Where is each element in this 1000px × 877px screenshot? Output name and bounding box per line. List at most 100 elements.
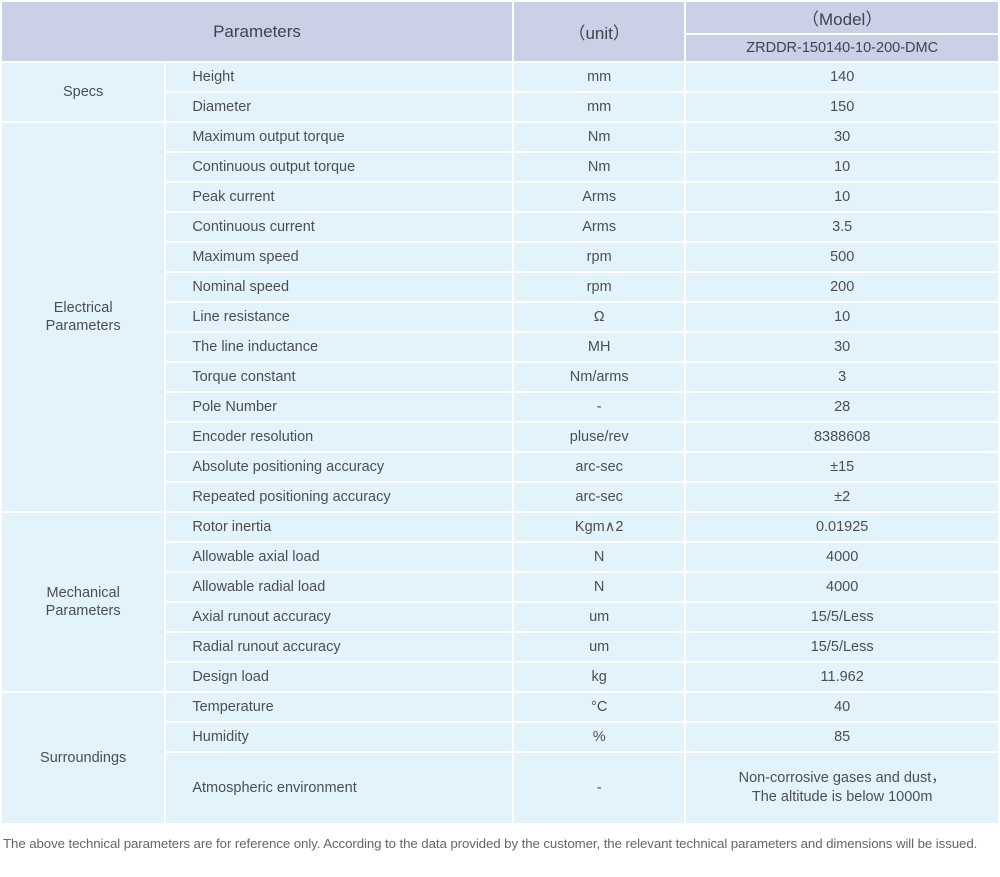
- unit-cell: Nm/arms: [514, 363, 685, 391]
- section-label-surroundings: Surroundings: [2, 693, 165, 823]
- table-row: Encoder resolution pluse/rev 8388608: [2, 423, 998, 451]
- model-number: ZRDDR-150140-10-200-DMC: [686, 35, 998, 61]
- unit-cell: N: [514, 573, 685, 601]
- value-cell: 8388608: [686, 423, 998, 451]
- table-row: Maximum speed rpm 500: [2, 243, 998, 271]
- value-cell: 28: [686, 393, 998, 421]
- value-cell: 30: [686, 333, 998, 361]
- param-name-cell: Absolute positioning accuracy: [166, 453, 512, 481]
- param-name-cell: Axial runout accuracy: [166, 603, 512, 631]
- unit-cell: arc-sec: [514, 453, 685, 481]
- unit-cell: Arms: [514, 213, 685, 241]
- value-cell: ±15: [686, 453, 998, 481]
- param-name-cell: Line resistance: [166, 303, 512, 331]
- parameters-table: Parameters （unit） （Model） ZRDDR-150140-1…: [2, 2, 998, 823]
- unit-cell: kg: [514, 663, 685, 691]
- table-row: Repeated positioning accuracy arc-sec ±2: [2, 483, 998, 511]
- unit-cell: %: [514, 723, 685, 751]
- unit-cell: pluse/rev: [514, 423, 685, 451]
- value-cell: 15/5/Less: [686, 633, 998, 661]
- value-cell: 4000: [686, 573, 998, 601]
- param-name-cell: The line inductance: [166, 333, 512, 361]
- param-name-cell: Pole Number: [166, 393, 512, 421]
- param-name-cell: Peak current: [166, 183, 512, 211]
- param-name-cell: Rotor inertia: [166, 513, 512, 541]
- table-row: Peak current Arms 10: [2, 183, 998, 211]
- unit-cell: Nm: [514, 153, 685, 181]
- table-row: Continuous output torque Nm 10: [2, 153, 998, 181]
- value-cell: 15/5/Less: [686, 603, 998, 631]
- table-header: Parameters （unit） （Model） ZRDDR-150140-1…: [2, 2, 998, 61]
- table-row: Allowable axial load N 4000: [2, 543, 998, 571]
- table-row: Specs Height mm 140: [2, 63, 998, 121]
- param-name-cell: Torque constant: [166, 363, 512, 391]
- unit-cell: Ω: [514, 303, 685, 331]
- unit-cell: rpm: [514, 243, 685, 271]
- param-name-cell: Temperature: [166, 693, 512, 721]
- param-name-cell: Radial runout accuracy: [166, 633, 512, 661]
- param-name-cell: Atmospheric environment: [166, 753, 512, 823]
- table-row: Electrical Parameters Maximum output torq…: [2, 123, 998, 511]
- value-cell: ±2: [686, 483, 998, 511]
- unit-cell: mm: [514, 93, 685, 121]
- table-row: Diameter mm 150: [2, 93, 998, 121]
- value-cell: Non-corrosive gases and dust， The altitu…: [686, 753, 998, 823]
- value-cell: 11.962: [686, 663, 998, 691]
- param-name-cell: Nominal speed: [166, 273, 512, 301]
- parameters-header: Parameters: [2, 2, 512, 61]
- unit-cell: mm: [514, 63, 685, 91]
- value-cell: 150: [686, 93, 998, 121]
- value-cell: 10: [686, 153, 998, 181]
- value-cell: 10: [686, 303, 998, 331]
- param-name-cell: Design load: [166, 663, 512, 691]
- param-name-cell: Allowable axial load: [166, 543, 512, 571]
- table-row: Design load kg 11.962: [2, 663, 998, 691]
- table-row: Pole Number -28: [2, 393, 998, 421]
- footer-note: The above technical parameters are for r…: [3, 836, 978, 851]
- unit-cell: MH: [514, 333, 685, 361]
- table-row: The line inductance MH 30: [2, 333, 998, 361]
- value-cell: 4000: [686, 543, 998, 571]
- value-cell: 40: [686, 693, 998, 721]
- table-row: Continuous current Arms 3.5: [2, 213, 998, 241]
- table-row: Humidity% 85: [2, 723, 998, 751]
- param-name-cell: Maximum output torque: [166, 123, 512, 151]
- unit-cell: arc-sec: [514, 483, 685, 511]
- unit-cell: rpm: [514, 273, 685, 301]
- param-name-cell: Continuous output torque: [166, 153, 512, 181]
- param-name-cell: Allowable radial load: [166, 573, 512, 601]
- param-name-cell: Continuous current: [166, 213, 512, 241]
- unit-cell: um: [514, 603, 685, 631]
- table-row: Axial runout accuracy um 15/5/Less: [2, 603, 998, 631]
- value-cell: 500: [686, 243, 998, 271]
- unit-cell: Arms: [514, 183, 685, 211]
- table-row: Allowable radial load N 4000: [2, 573, 998, 601]
- value-cell: 0.01925: [686, 513, 998, 541]
- table-row: Atmospheric environment - Non-corrosive ga…: [2, 753, 998, 823]
- param-name-cell: Humidity: [166, 723, 512, 751]
- value-cell: 30: [686, 123, 998, 151]
- unit-cell: Nm: [514, 123, 685, 151]
- value-cell: 200: [686, 273, 998, 301]
- value-cell: 140: [686, 63, 998, 91]
- table-row: Torque constant Nm/arms 3: [2, 363, 998, 391]
- unit-cell: -: [514, 753, 685, 823]
- value-cell: 3.5: [686, 213, 998, 241]
- unit-header: （unit）: [514, 2, 685, 61]
- table-row: Surroundings Temperature °C 40: [2, 693, 998, 823]
- table-body: Specs Height mm 140 Diameter mm 150 Electrical …: [2, 63, 998, 823]
- value-cell: 85: [686, 723, 998, 751]
- table-row: Radial runout accuracy um 15/5/Less: [2, 633, 998, 661]
- unit-cell: -: [514, 393, 685, 421]
- value-cell: 10: [686, 183, 998, 211]
- param-name-cell: Encoder resolution: [166, 423, 512, 451]
- table-row: Absolute positioning accuracy arc-sec ±15: [2, 453, 998, 481]
- section-label-mechanical: Mechanical Parameters: [2, 513, 165, 691]
- unit-cell: N: [514, 543, 685, 571]
- param-name-cell: Height: [166, 63, 512, 91]
- section-label-specs: Specs: [2, 63, 165, 121]
- param-name-cell: Repeated positioning accuracy: [166, 483, 512, 511]
- value-cell: 3: [686, 363, 998, 391]
- table-row: Line resistance Ω 10: [2, 303, 998, 331]
- unit-cell: Kgm∧2: [514, 513, 685, 541]
